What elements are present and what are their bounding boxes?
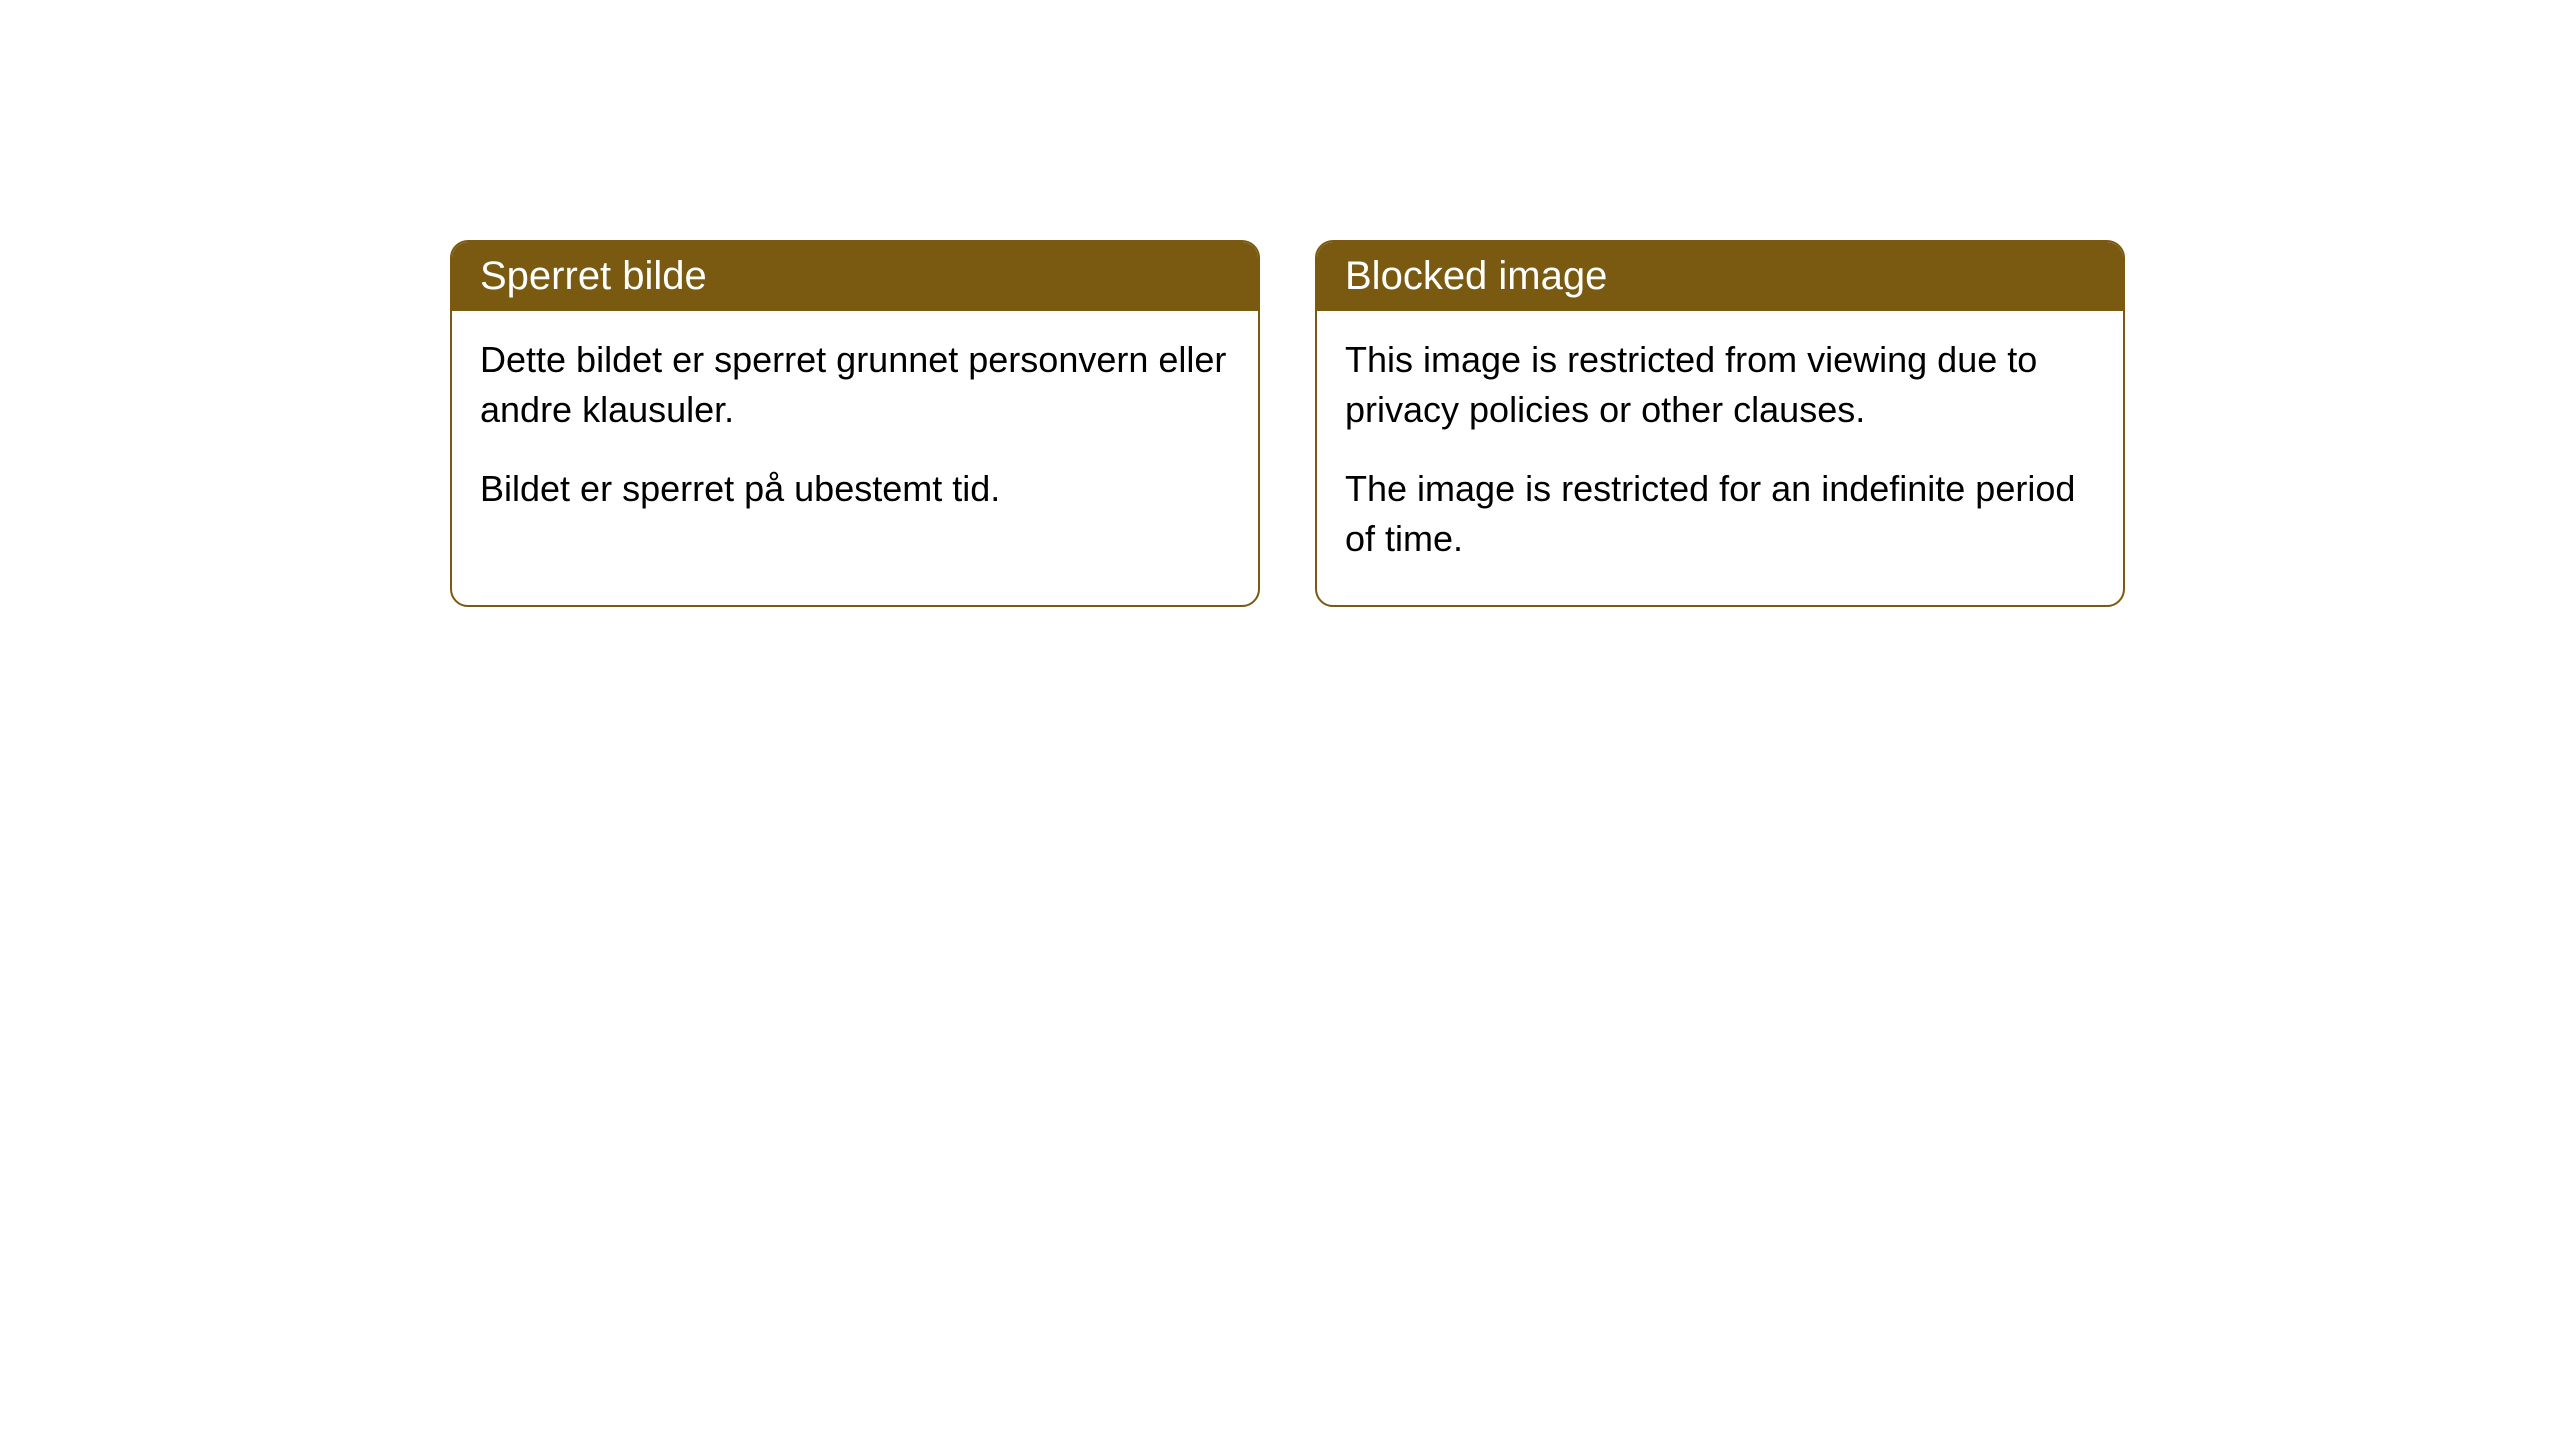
card-header: Blocked image [1317, 242, 2123, 311]
notice-cards-container: Sperret bilde Dette bildet er sperret gr… [450, 240, 2125, 607]
card-title: Blocked image [1345, 254, 1607, 298]
card-header: Sperret bilde [452, 242, 1258, 311]
card-body: This image is restricted from viewing du… [1317, 311, 2123, 605]
card-paragraph: This image is restricted from viewing du… [1345, 335, 2095, 436]
notice-card-norwegian: Sperret bilde Dette bildet er sperret gr… [450, 240, 1260, 607]
card-body: Dette bildet er sperret grunnet personve… [452, 311, 1258, 554]
notice-card-english: Blocked image This image is restricted f… [1315, 240, 2125, 607]
card-title: Sperret bilde [480, 254, 707, 298]
card-paragraph: The image is restricted for an indefinit… [1345, 464, 2095, 565]
card-paragraph: Dette bildet er sperret grunnet personve… [480, 335, 1230, 436]
card-paragraph: Bildet er sperret på ubestemt tid. [480, 464, 1230, 514]
